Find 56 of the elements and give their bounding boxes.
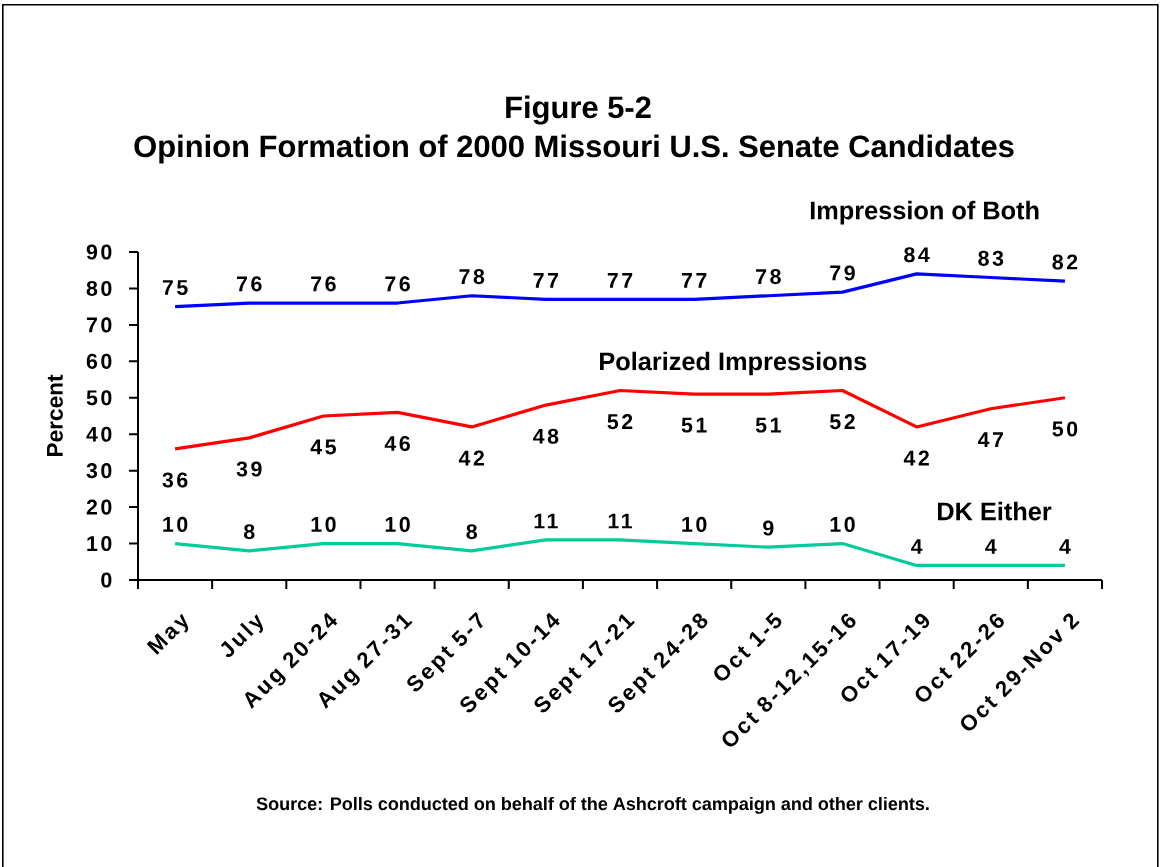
chart-title: Figure 5-2 (506, 95, 651, 125)
y-tick-label: 40 (86, 426, 112, 442)
data-label: 78 (459, 269, 485, 285)
data-label: 52 (607, 414, 633, 430)
text: Impression of Both (810, 200, 1039, 225)
data-label: 76 (385, 276, 410, 292)
data-label: 11 (608, 513, 632, 529)
data-label: 76 (311, 276, 336, 292)
data-label: 4 (911, 539, 923, 554)
data-label: 45 (310, 439, 336, 455)
series-label: Polarized Impressions (600, 351, 867, 376)
y-tick-label: 80 (86, 280, 112, 296)
data-label: 10 (163, 516, 188, 532)
source-note: Source: Polls conducted on behalf of the Ashcroft campaign and other clients. (256, 796, 929, 814)
data-label: 83 (978, 250, 1004, 266)
data-label: 84 (904, 247, 930, 263)
data-label: 10 (385, 516, 410, 532)
data-label: 39 (236, 461, 262, 477)
y-tick-label: 0 (101, 572, 112, 588)
y-tick-label: 70 (86, 317, 112, 333)
data-label: 10 (682, 516, 707, 532)
data-label: 10 (830, 516, 855, 532)
data-label: 42 (458, 450, 484, 466)
data-label: 4 (1059, 539, 1071, 554)
data-label: 77 (681, 273, 707, 288)
data-label: 4 (985, 539, 997, 554)
data-label: 79 (830, 265, 855, 281)
data-label: 8 (243, 524, 255, 540)
data-label: 78 (756, 269, 781, 285)
y-tick-label: 30 (86, 463, 112, 479)
data-label: 52 (829, 414, 855, 430)
data-label: 11 (534, 513, 558, 529)
data-label: 48 (533, 428, 559, 444)
data-label: 8 (466, 524, 477, 540)
data-label: 50 (1052, 421, 1078, 437)
data-label: 82 (1052, 254, 1078, 270)
y-tick-label: 50 (86, 390, 112, 406)
data-label: 10 (311, 516, 336, 532)
data-label: 51 (681, 417, 707, 433)
series-label: DK Either (938, 501, 1052, 521)
data-label: 76 (237, 276, 262, 292)
y-tick-label: 20 (86, 499, 112, 515)
y-tick-label: 90 (86, 244, 112, 260)
data-label: 46 (384, 435, 410, 452)
data-label: 36 (162, 472, 188, 488)
y-axis-title: Percent (47, 374, 63, 457)
data-label: 9 (763, 520, 774, 536)
y-tick-label: 60 (86, 353, 112, 369)
data-label: 47 (977, 432, 1003, 447)
y-tick-label: 10 (87, 536, 112, 552)
data-label: 77 (607, 273, 633, 288)
data-label: 77 (533, 273, 559, 288)
chart-subtitle: Opinion Formation of 2000 Missouri U.S. Senate Candidates (134, 134, 1014, 164)
data-label: 75 (162, 280, 188, 296)
data-label: 42 (903, 450, 929, 466)
data-label: 51 (755, 417, 781, 433)
